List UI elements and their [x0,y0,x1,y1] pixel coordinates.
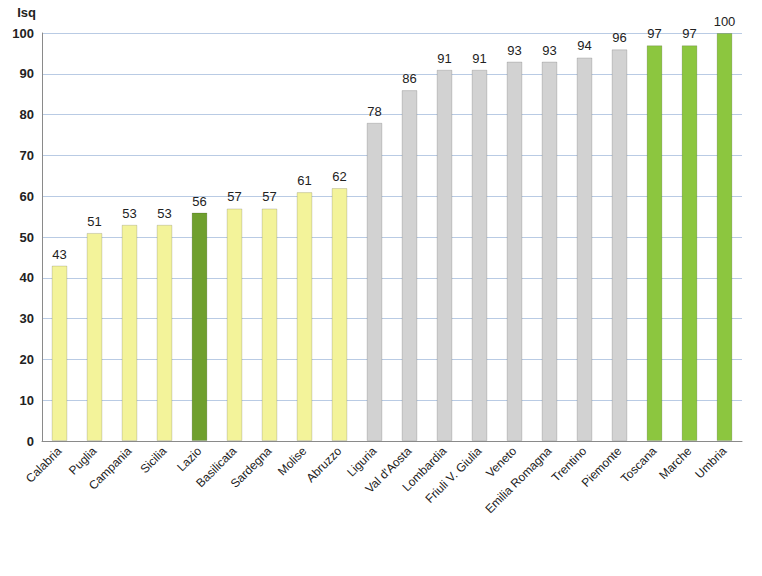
svg-text:40: 40 [20,270,34,285]
svg-text:Calabria: Calabria [23,444,65,486]
svg-text:Sardegna: Sardegna [228,444,275,491]
svg-text:Isq: Isq [17,5,36,20]
svg-text:Liguria: Liguria [344,444,380,480]
svg-text:Val d'Aosta: Val d'Aosta [362,444,415,496]
svg-text:53: 53 [157,206,171,221]
svg-text:97: 97 [682,26,696,41]
svg-text:Puglia: Puglia [66,444,100,478]
svg-text:56: 56 [192,194,206,209]
svg-text:91: 91 [437,51,451,66]
svg-text:61: 61 [297,173,311,188]
svg-text:100: 100 [714,14,736,29]
svg-text:0: 0 [27,434,34,449]
svg-text:Toscana: Toscana [618,444,660,486]
svg-text:51: 51 [87,214,101,229]
svg-text:93: 93 [542,43,556,58]
svg-text:Lombardia: Lombardia [399,444,450,494]
svg-text:Umbria: Umbria [692,444,729,481]
svg-text:Marche: Marche [656,444,694,482]
svg-text:Campania: Campania [86,444,135,493]
svg-text:Emilia Romagna: Emilia Romagna [482,444,554,516]
svg-text:20: 20 [20,352,34,367]
svg-text:80: 80 [20,107,34,122]
svg-text:Basilicata: Basilicata [193,444,240,491]
svg-text:57: 57 [227,189,241,204]
svg-text:96: 96 [612,30,626,45]
svg-text:62: 62 [332,169,346,184]
svg-text:90: 90 [20,66,34,81]
svg-text:94: 94 [577,38,591,53]
svg-text:Molise: Molise [275,444,310,479]
svg-text:50: 50 [20,230,34,245]
svg-text:91: 91 [472,51,486,66]
svg-text:Lazio: Lazio [174,444,204,474]
svg-text:Piemonte: Piemonte [579,444,625,490]
svg-text:Veneto: Veneto [483,444,520,481]
svg-text:43: 43 [52,247,66,262]
svg-text:97: 97 [647,26,661,41]
svg-text:70: 70 [20,148,34,163]
svg-text:Trentino: Trentino [548,444,590,485]
svg-text:100: 100 [12,26,34,41]
svg-text:Sicilia: Sicilia [137,444,169,476]
svg-text:86: 86 [402,71,416,86]
svg-text:60: 60 [20,189,34,204]
svg-text:93: 93 [507,43,521,58]
svg-text:10: 10 [20,393,34,408]
svg-text:Friuli V. Giulia: Friuli V. Giulia [423,444,485,506]
svg-text:57: 57 [262,189,276,204]
svg-text:78: 78 [367,104,381,119]
svg-text:53: 53 [122,206,136,221]
svg-text:30: 30 [20,311,34,326]
svg-text:Abruzzo: Abruzzo [303,444,344,485]
